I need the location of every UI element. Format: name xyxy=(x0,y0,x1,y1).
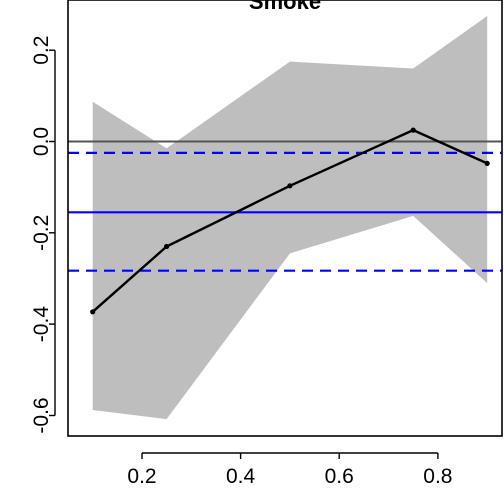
series-point-0-4 xyxy=(484,160,490,166)
x-tick-label-0: 0.2 xyxy=(127,465,156,488)
x-tick-label-1: 0.4 xyxy=(226,465,256,488)
series-point-0-2 xyxy=(287,183,293,189)
series-point-0-3 xyxy=(410,127,416,133)
x-axis: 0.2 0.4 0.6 0.8 xyxy=(127,452,453,488)
y-tick-label-0: -0.6 xyxy=(30,397,53,433)
plot-frame xyxy=(67,0,503,437)
y-tick-label-1: -0.4 xyxy=(30,306,53,343)
chart-title: Smoke xyxy=(249,0,321,14)
series-point-0-0 xyxy=(90,309,96,315)
series-point-0-1 xyxy=(164,243,170,250)
confidence-band-layer xyxy=(92,16,488,420)
x-tick-label-3: 0.8 xyxy=(423,465,452,488)
y-axis: -0.6 -0.4 -0.2 0.0 0.2 xyxy=(30,36,56,434)
y-tick-label-4: 0.2 xyxy=(30,36,53,65)
y-tick-label-3: 0.0 xyxy=(30,127,53,156)
confidence-band xyxy=(92,16,488,420)
y-tick-label-2: -0.2 xyxy=(30,215,53,251)
series-layer xyxy=(90,127,490,315)
x-tick-label-2: 0.6 xyxy=(325,465,354,488)
